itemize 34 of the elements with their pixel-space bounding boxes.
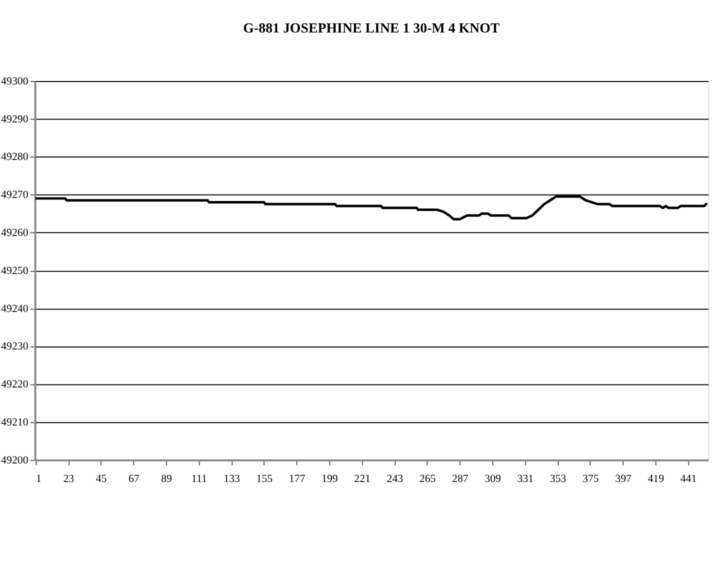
x-tick-label: 243	[386, 473, 404, 486]
y-tick-label: 49260	[1, 227, 29, 240]
x-tick-label: 23	[63, 473, 75, 486]
x-tick-label: 45	[96, 473, 108, 486]
x-tick-label: 221	[354, 473, 370, 486]
x-tick-label: 287	[452, 473, 469, 486]
x-tick-label: 155	[256, 473, 274, 486]
x-tick-label: 309	[484, 473, 502, 486]
y-tick-label: 49270	[1, 189, 29, 202]
x-tick-label: 177	[288, 473, 306, 486]
y-tick-label: 49200	[1, 454, 29, 466]
x-tick-label: 397	[615, 473, 632, 486]
y-tick-label: 49250	[1, 264, 29, 277]
x-tick-label: 419	[648, 473, 665, 486]
x-tick-label: 111	[191, 473, 207, 486]
x-tick-label: 375	[582, 473, 600, 486]
x-tick-label: 1	[36, 473, 42, 486]
x-tick-label: 199	[321, 473, 338, 486]
x-tick-label: 353	[550, 473, 567, 486]
x-tick-label: 331	[517, 473, 534, 486]
x-tick-label: 441	[680, 473, 697, 486]
chart-title: G-881 JOSEPHINE LINE 1 30-M 4 KNOT	[243, 21, 500, 36]
x-tick-label: 133	[224, 473, 241, 486]
line-series	[34, 195, 709, 221]
y-tick-label: 49240	[1, 302, 29, 315]
x-tick-label: 67	[128, 473, 140, 486]
y-tick-label: 49300	[1, 75, 29, 88]
y-tick-label: 49220	[1, 378, 29, 391]
y-tick-label: 49210	[1, 416, 29, 428]
x-tick-label: 89	[161, 473, 173, 486]
y-tick-label: 49290	[1, 113, 29, 126]
y-tick-label: 49280	[1, 151, 29, 164]
x-tick-label: 265	[419, 473, 436, 486]
y-tick-label: 49230	[1, 340, 29, 353]
